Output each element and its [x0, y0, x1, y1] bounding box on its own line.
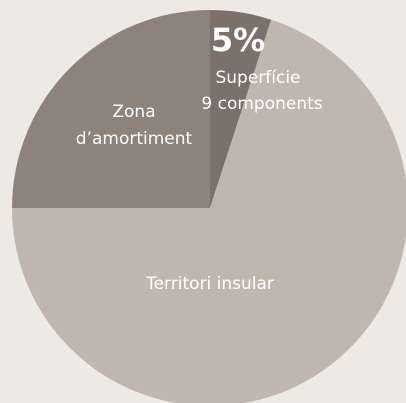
- slice-label: Territori insular: [145, 274, 274, 294]
- pie-slice: [12, 19, 406, 403]
- slice-label: Superfície: [215, 68, 300, 88]
- slice-label: 9 components: [201, 94, 322, 114]
- slice-label: d’amortiment: [76, 129, 193, 149]
- slice-label: Zona: [112, 102, 155, 122]
- pie-slice: [210, 10, 272, 208]
- pie-slice: [12, 10, 210, 208]
- value-label: 5%: [211, 21, 265, 59]
